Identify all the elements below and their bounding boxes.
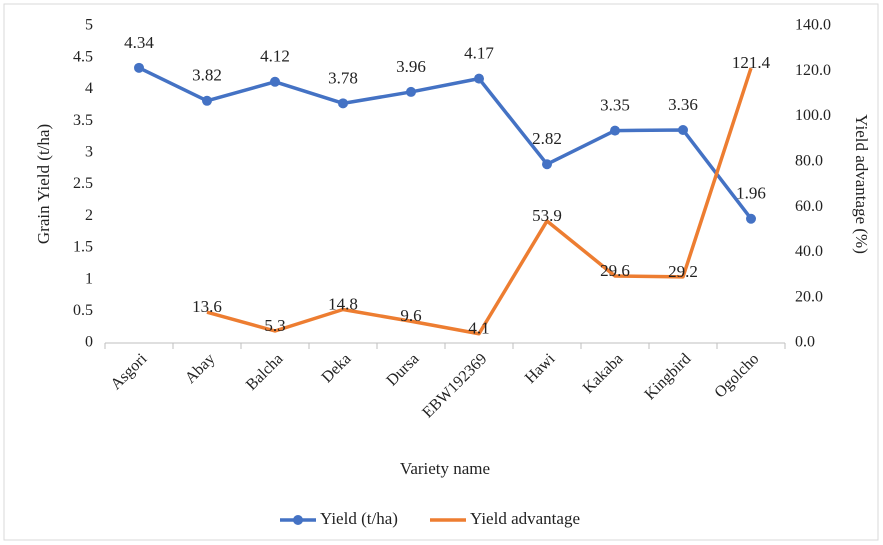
data-label: 4.12 — [260, 47, 290, 66]
data-label: 4.34 — [124, 33, 154, 52]
y2-tick-label: 80.0 — [795, 153, 823, 170]
point-marker — [338, 98, 348, 109]
y-tick-label: 1 — [85, 270, 93, 287]
data-label: 3.36 — [668, 95, 698, 114]
x-axis-title: Variety name — [400, 459, 490, 478]
y2-tick-label: 20.0 — [795, 288, 823, 305]
y-tick-label: 0 — [85, 334, 93, 351]
chart-border — [3, 3, 879, 541]
y-tick-label: 3.5 — [73, 112, 93, 129]
point-marker — [134, 62, 144, 73]
y2-tick-label: 40.0 — [795, 243, 823, 260]
legend-marker — [293, 515, 303, 525]
y-tick-label: 5 — [85, 17, 93, 34]
y-tick-label: 4.5 — [73, 48, 93, 65]
data-label: 5.3 — [264, 316, 285, 335]
data-label: 4.17 — [464, 44, 494, 63]
y2-tick-label: 0.0 — [795, 334, 815, 351]
y-tick-label: 3 — [85, 143, 93, 160]
point-marker — [406, 86, 416, 97]
data-label: 29.2 — [668, 262, 698, 281]
y-tick-label: 2 — [85, 207, 93, 224]
data-label: 3.82 — [192, 66, 222, 85]
point-marker — [542, 159, 552, 170]
data-label: 53.9 — [532, 206, 562, 225]
point-marker — [270, 76, 280, 87]
legend-label: Yield advantage — [470, 509, 580, 528]
y-tick-label: 2.5 — [73, 175, 93, 192]
data-label: 2.82 — [532, 129, 562, 148]
point-marker — [678, 124, 688, 135]
data-label: 3.96 — [396, 57, 426, 76]
y2-tick-label: 140.0 — [795, 17, 831, 34]
y-tick-label: 1.5 — [73, 239, 93, 256]
y2-tick-label: 60.0 — [795, 198, 823, 215]
data-label: 29.6 — [600, 261, 630, 280]
y2-tick-label: 120.0 — [795, 62, 831, 79]
data-label: 14.8 — [328, 294, 358, 313]
y-tick-label: 0.5 — [73, 302, 93, 319]
data-label: 3.78 — [328, 68, 358, 87]
y2-tick-label: 100.0 — [795, 107, 831, 124]
data-label: 1.96 — [736, 184, 766, 203]
y-axis-title: Grain Yield (t/ha) — [34, 124, 53, 244]
point-marker — [202, 95, 212, 106]
point-marker — [474, 73, 484, 84]
series-line — [138, 66, 753, 220]
y-tick-label: 4 — [85, 80, 93, 97]
data-label: 13.6 — [192, 297, 222, 316]
y2-axis-title: Yield advantage (%) — [852, 114, 871, 254]
data-label: 4.1 — [468, 319, 489, 338]
data-label: 121.4 — [732, 53, 771, 72]
data-label: 3.35 — [600, 96, 630, 115]
legend-label: Yield (t/ha) — [320, 509, 398, 528]
point-marker — [746, 213, 756, 224]
series-line — [206, 67, 753, 336]
point-marker — [610, 125, 620, 136]
data-label: 9.6 — [400, 306, 421, 325]
